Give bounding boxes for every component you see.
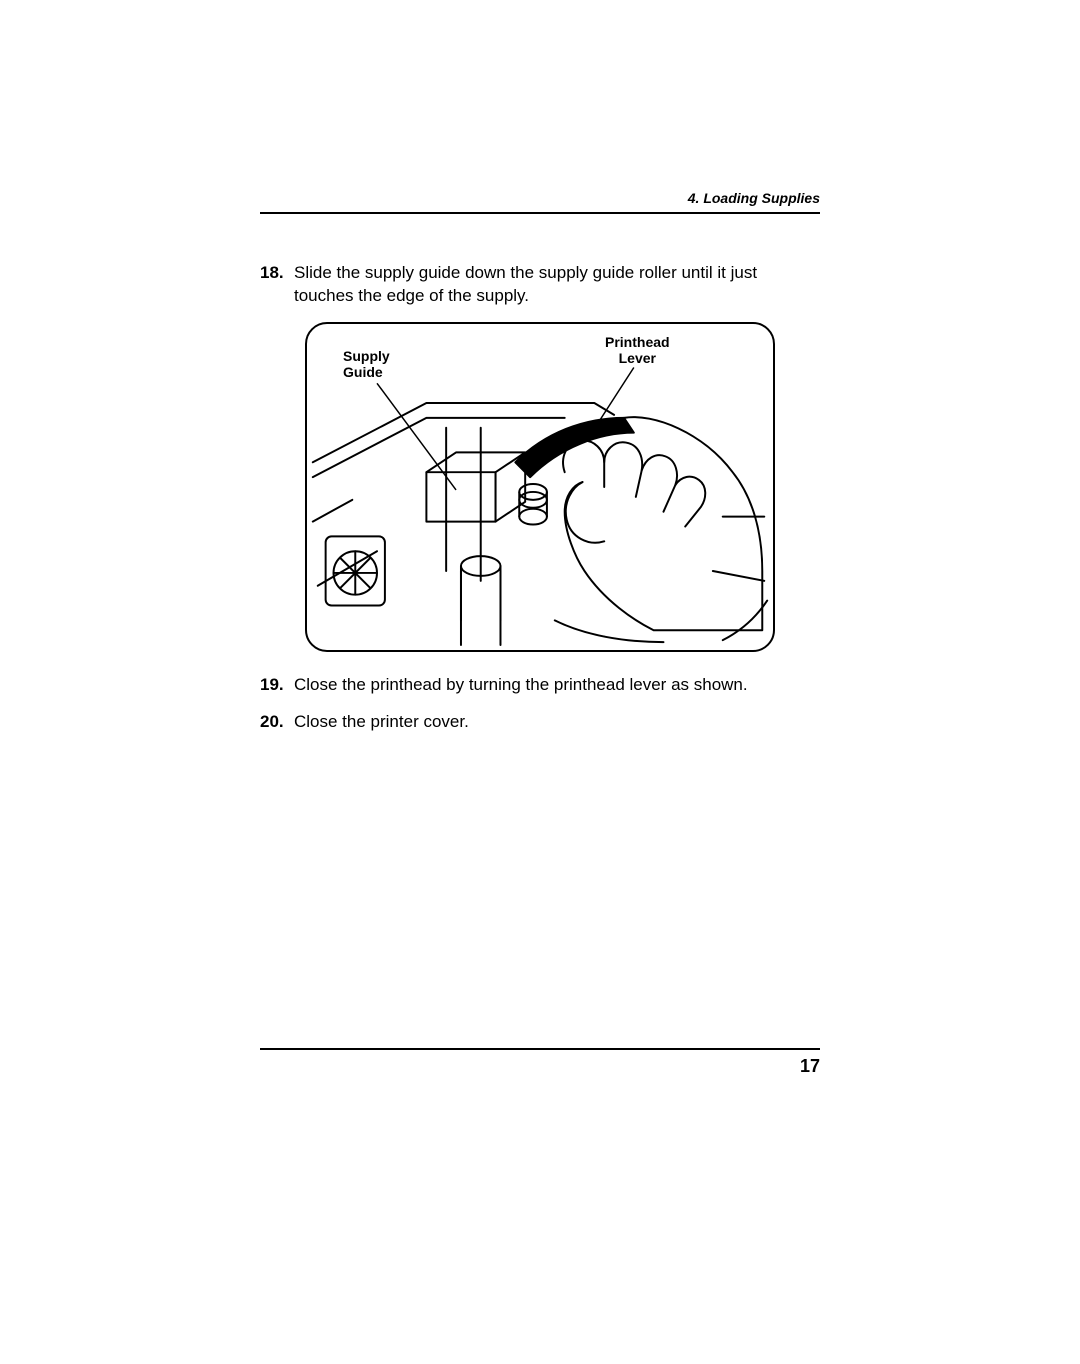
footer-rule	[260, 1048, 820, 1050]
step-18: 18. Slide the supply guide down the supp…	[260, 262, 820, 308]
step-number: 19.	[260, 674, 294, 697]
page-number: 17	[260, 1056, 820, 1077]
step-number: 20.	[260, 711, 294, 734]
label-printhead-line1: Printhead	[605, 334, 670, 350]
label-supply-line1: Supply	[343, 348, 390, 364]
step-text: Close the printer cover.	[294, 711, 820, 734]
step-text: Slide the supply guide down the supply g…	[294, 262, 820, 308]
step-19: 19. Close the printhead by turning the p…	[260, 674, 820, 697]
step-20: 20. Close the printer cover.	[260, 711, 820, 734]
header-rule	[260, 212, 820, 214]
step-text: Close the printhead by turning the print…	[294, 674, 820, 697]
printer-figure: Supply Guide Printhead Lever	[305, 322, 775, 652]
section-title: 4. Loading Supplies	[688, 190, 820, 206]
label-supply-line2: Guide	[343, 364, 383, 380]
label-printhead-lever: Printhead Lever	[603, 334, 672, 366]
figure-container: Supply Guide Printhead Lever	[260, 322, 820, 652]
section-header: 4. Loading Supplies	[260, 190, 820, 212]
page-content: 4. Loading Supplies 18. Slide the supply…	[260, 190, 820, 748]
page-footer: 17	[260, 1048, 820, 1364]
label-supply-guide: Supply Guide	[341, 348, 392, 380]
step-number: 18.	[260, 262, 294, 308]
label-printhead-line2: Lever	[619, 350, 656, 366]
